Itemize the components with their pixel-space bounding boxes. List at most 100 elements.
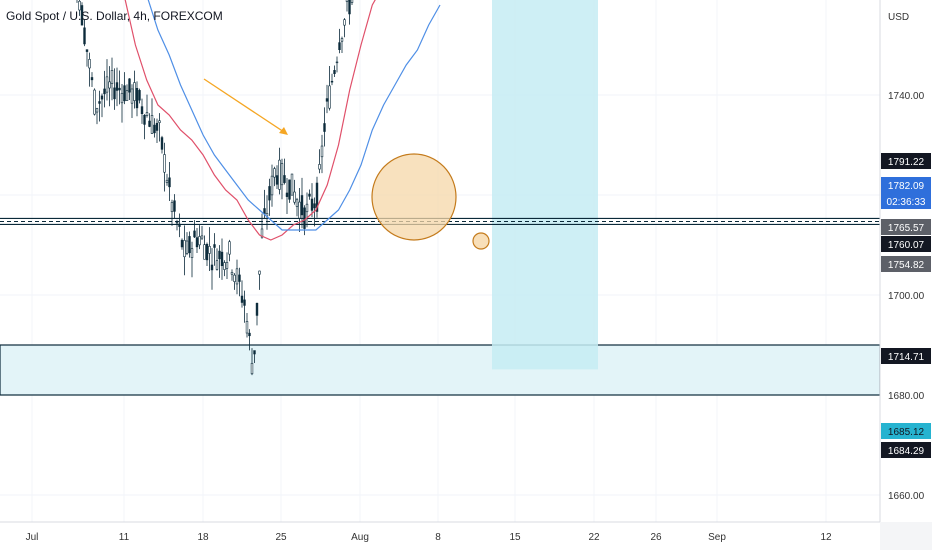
price-tag-label: 1791.22 <box>888 157 925 168</box>
candle-body <box>138 90 141 101</box>
price-tag <box>881 348 931 364</box>
candle-body <box>160 137 164 150</box>
candle-body <box>215 260 219 270</box>
candle-body <box>145 112 149 116</box>
candle-body <box>148 120 151 127</box>
price-tag-label: 1684.29 <box>888 446 925 457</box>
candle-body <box>113 87 116 100</box>
candle-body <box>80 5 84 26</box>
price-tags: 1791.22 1782.09 02:36:33 1765.57 1760.07 1754… <box>881 153 931 458</box>
price-tag <box>881 423 931 439</box>
candle-body <box>338 42 341 50</box>
short-position[interactable] <box>492 0 598 370</box>
position-target-zone <box>492 0 598 370</box>
candle-body <box>340 38 344 42</box>
candle-body <box>205 243 209 261</box>
x-tick-label: 18 <box>197 532 209 543</box>
x-tick-label: 11 <box>119 532 130 543</box>
candle-body <box>245 321 249 334</box>
candle-body <box>313 203 316 209</box>
candle-body <box>100 95 104 100</box>
candle-body <box>275 175 279 185</box>
candle-body <box>235 268 239 285</box>
candle-body <box>103 88 106 95</box>
candle-body <box>123 85 126 102</box>
candle-body <box>280 163 284 186</box>
candle-body <box>268 186 271 201</box>
candle-body <box>115 82 119 91</box>
candle-body <box>150 115 154 134</box>
trend-arrow-head <box>279 127 288 135</box>
price-axis[interactable] <box>880 0 932 550</box>
candle-body <box>293 191 296 203</box>
x-tick-label: 22 <box>588 532 600 543</box>
candle-body <box>130 88 134 104</box>
candles <box>76 0 354 376</box>
candle-body <box>348 0 351 15</box>
chart-title: Gold Spot / U.S. Dollar, 4h, FOREXCOM <box>6 9 223 23</box>
candle-body <box>203 244 206 260</box>
highlight-ellipse <box>371 153 457 241</box>
candle-body <box>143 114 146 125</box>
price-tag-label: 1754.82 <box>888 260 925 271</box>
candle-body <box>153 124 156 134</box>
candle-body <box>300 195 304 216</box>
candle-body <box>258 270 261 275</box>
price-tag-label: 1782.09 <box>888 181 925 192</box>
candle-body <box>218 250 221 260</box>
candle-body <box>223 262 226 270</box>
y-tick-label: 1740.00 <box>888 91 925 102</box>
candle-body <box>273 168 276 178</box>
candle-body <box>290 173 294 196</box>
x-tick-label: 12 <box>820 532 832 543</box>
axis-corner <box>880 522 932 550</box>
candle-body <box>165 179 169 183</box>
candle-body <box>225 261 229 269</box>
candle-body <box>230 272 234 275</box>
price-tag <box>881 256 931 272</box>
entry-circle-marker <box>472 232 490 250</box>
x-tick-label: 8 <box>435 532 441 543</box>
candle-body <box>213 244 216 248</box>
candle-body <box>243 299 246 306</box>
candle-body <box>85 49 89 52</box>
candle-body <box>350 0 354 3</box>
candle-body <box>158 120 161 123</box>
ma-line-red <box>124 0 376 241</box>
price-tag-label: 02:36:33 <box>887 197 926 208</box>
y-tick-label: 1760.00 <box>888 0 925 2</box>
candle-body <box>173 200 176 212</box>
candle-body <box>190 248 194 259</box>
candle-body <box>185 240 189 254</box>
candle-body <box>298 201 301 219</box>
time-axis[interactable] <box>0 522 880 550</box>
candle-body <box>78 0 81 11</box>
candle-body <box>168 177 171 188</box>
candle-body <box>110 70 114 84</box>
candle-body <box>270 175 274 196</box>
candle-body <box>253 350 256 355</box>
candle-body <box>278 159 281 190</box>
candle-body <box>120 92 124 104</box>
candle-body <box>140 106 144 114</box>
candle-body <box>95 108 99 113</box>
candle-body <box>88 59 91 69</box>
y-tick-label: 1680.00 <box>888 391 925 402</box>
candle-body <box>128 78 131 93</box>
candle-body <box>193 230 196 238</box>
candle-body <box>260 228 264 238</box>
price-tag <box>881 177 931 193</box>
candle-body <box>93 89 96 115</box>
candle-body <box>323 123 326 132</box>
candle-body <box>305 203 309 213</box>
candle-body <box>288 179 291 200</box>
candle-body <box>178 223 181 227</box>
candle-body <box>105 76 109 93</box>
candle-body <box>210 264 214 271</box>
candle-body <box>333 70 336 74</box>
candle-body <box>315 182 319 212</box>
support-resistance-zone <box>0 344 881 396</box>
candle-body <box>255 302 259 316</box>
